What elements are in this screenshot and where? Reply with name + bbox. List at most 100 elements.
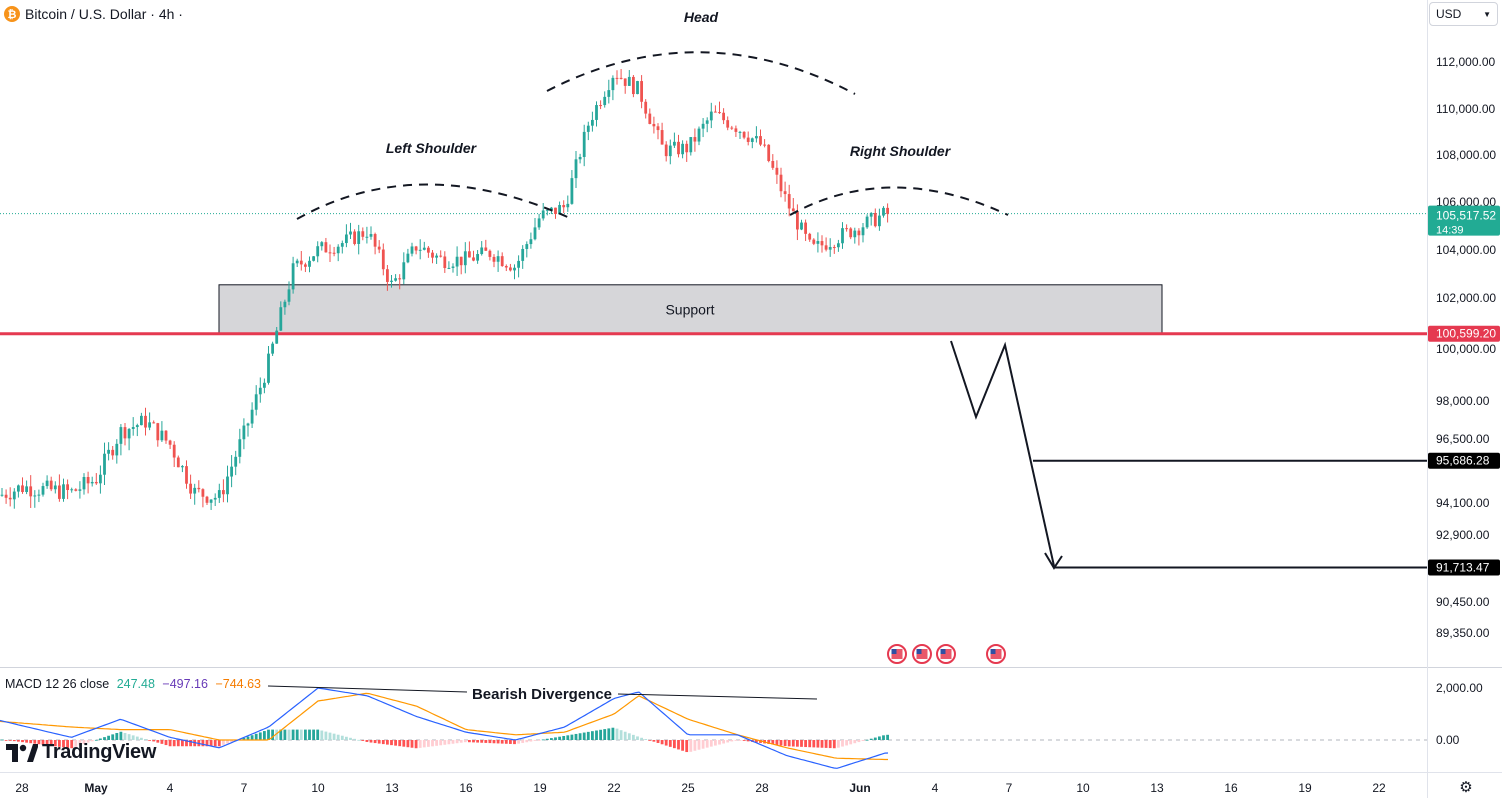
candle-body xyxy=(689,137,693,153)
time-axis-tick: 19 xyxy=(533,781,547,795)
candle-body xyxy=(443,256,447,268)
bitcoin-icon: ₿ xyxy=(4,6,20,22)
macd-histogram-bar xyxy=(353,738,356,740)
macd-histogram-bar xyxy=(865,739,869,741)
candle-body xyxy=(209,499,213,503)
candle-body xyxy=(783,191,787,195)
macd-histogram-bar xyxy=(603,729,607,740)
macd-histogram-bar xyxy=(648,740,652,741)
candle-body xyxy=(99,474,102,484)
time-axis-tick: 28 xyxy=(15,781,29,795)
macd-histogram-bar xyxy=(4,740,8,741)
macd-legend[interactable]: MACD 12 26 close 247.48 −497.16 −744.63 xyxy=(5,677,261,691)
macd-axis-tick: 0.00 xyxy=(1436,733,1460,747)
candle-body xyxy=(804,222,807,234)
macd-histogram-bar xyxy=(800,740,803,747)
macd-histogram-bar xyxy=(644,739,648,740)
candle-body xyxy=(632,76,635,95)
candle-body xyxy=(705,120,709,124)
candle-body xyxy=(386,269,389,282)
macd-histogram-bar xyxy=(841,740,844,747)
macd-histogram-bar xyxy=(586,731,590,740)
tradingview-logo[interactable]: TradingView xyxy=(6,741,156,764)
macd-histogram-bar xyxy=(33,740,37,744)
candle-body xyxy=(263,382,266,388)
candle-body xyxy=(246,423,250,426)
candle-body xyxy=(693,137,697,142)
target-2-tag-bg xyxy=(1428,559,1500,576)
macd-histogram-bar xyxy=(361,740,365,741)
macd-histogram-bar xyxy=(832,740,836,749)
macd-histogram-bar xyxy=(160,740,164,744)
candle-body xyxy=(267,353,270,383)
macd-histogram-bar xyxy=(886,734,889,740)
candle-body xyxy=(353,231,356,244)
price-axis-tick: 92,900.00 xyxy=(1436,528,1490,542)
candle-body xyxy=(734,128,738,132)
candle-body xyxy=(53,485,57,490)
macd-histogram-bar xyxy=(705,740,709,748)
macd-histogram-bar xyxy=(607,728,611,740)
macd-histogram-bar xyxy=(258,732,262,740)
candle-body xyxy=(841,228,844,244)
candle-body xyxy=(685,143,689,153)
macd-histogram-bar xyxy=(332,733,336,740)
time-axis-tick: 16 xyxy=(459,781,473,795)
macd-histogram-bar xyxy=(837,740,840,748)
macd-histogram-bar xyxy=(168,740,172,747)
macd-histogram-bar xyxy=(537,740,541,741)
candle-body xyxy=(369,234,373,237)
macd-histogram-bar xyxy=(500,740,504,744)
candle-body xyxy=(492,256,496,262)
candle-body xyxy=(193,487,197,494)
candle-body xyxy=(709,111,713,121)
time-axis-tick: 22 xyxy=(607,781,621,795)
support-label: Support xyxy=(665,301,714,317)
price-axis-tick: 94,100.00 xyxy=(1436,496,1490,510)
candle-body xyxy=(853,230,857,238)
candle-body xyxy=(759,136,762,145)
macd-histogram-bar xyxy=(394,740,397,746)
macd-histogram-bar xyxy=(53,740,57,747)
candle-body xyxy=(668,145,672,157)
macd-histogram-bar xyxy=(295,729,299,740)
candle-body xyxy=(742,131,746,138)
price-axis-tick: 90,450.00 xyxy=(1436,595,1490,609)
macd-histogram-bar xyxy=(853,740,857,744)
macd-histogram-bar xyxy=(217,740,221,747)
target-1-tag: 95,686.28 xyxy=(1436,454,1490,468)
candle-body xyxy=(213,497,217,500)
candle-body xyxy=(345,234,348,244)
macd-histogram-bar xyxy=(582,732,586,740)
candle-body xyxy=(25,486,28,493)
candle-body xyxy=(644,101,648,114)
us-flag-canton xyxy=(916,649,922,654)
candle-body xyxy=(755,136,758,139)
macd-histogram-bar xyxy=(422,740,426,748)
currency-selector[interactable]: USD ▼ xyxy=(1429,2,1498,26)
symbol-header[interactable]: ₿ Bitcoin / U.S. Dollar · 4h · xyxy=(4,5,183,23)
macd-histogram-bar xyxy=(722,740,725,744)
macd-histogram-bar xyxy=(402,740,406,747)
candle-body xyxy=(332,252,336,254)
macd-histogram-bar xyxy=(209,740,213,747)
right-shoulder-arc xyxy=(789,186,1009,216)
candle-body xyxy=(763,144,766,146)
macd-histogram-bar xyxy=(615,728,619,740)
macd-histogram-bar xyxy=(804,740,807,748)
head-arc xyxy=(546,51,856,95)
macd-histogram-bar xyxy=(697,740,701,750)
divergence-line-1 xyxy=(267,685,468,693)
macd-histogram-bar xyxy=(78,740,82,746)
candle-body xyxy=(238,439,242,457)
price-axis-tick: 100,000.00 xyxy=(1436,342,1496,356)
macd-histogram-bar xyxy=(730,740,734,742)
candle-body xyxy=(275,330,279,344)
gear-icon[interactable]: ⚙ xyxy=(1459,779,1473,796)
symbol-title: Bitcoin / U.S. Dollar · 4h · xyxy=(25,6,183,22)
candle-body xyxy=(722,112,725,121)
candle-body xyxy=(279,307,283,331)
candle-body xyxy=(135,425,139,428)
